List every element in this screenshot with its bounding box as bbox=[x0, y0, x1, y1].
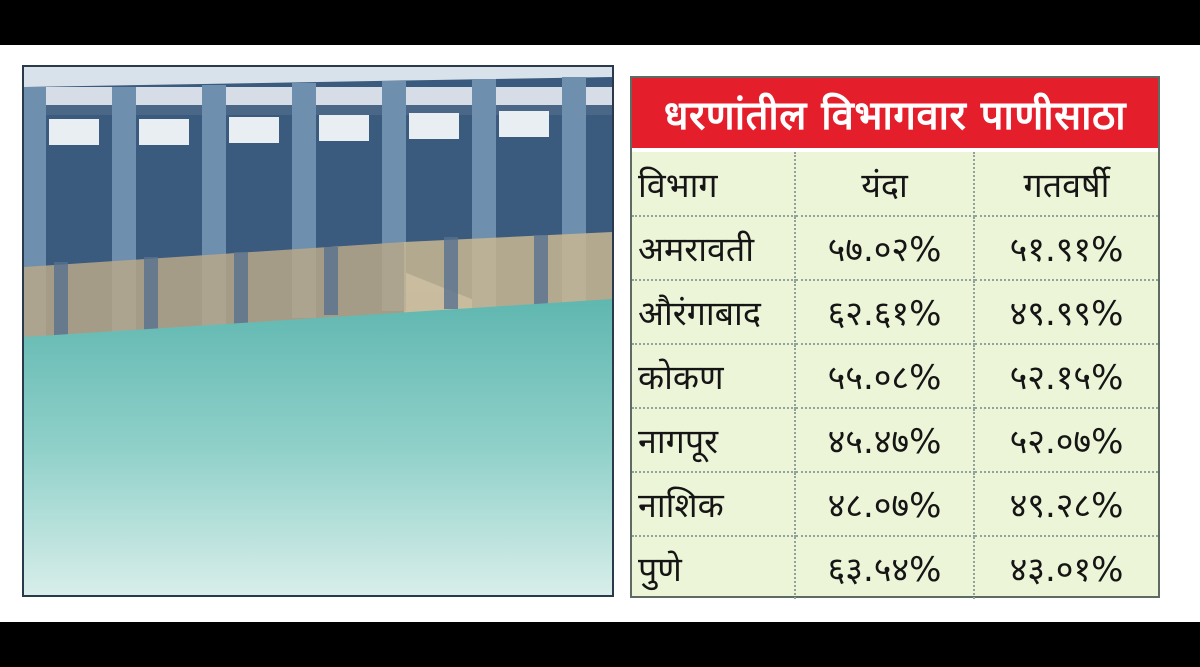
row-division: नागपूर bbox=[632, 408, 796, 473]
table-title: धरणांतील विभागवार पाणीसाठा bbox=[632, 78, 1158, 152]
row-division: पुणे bbox=[632, 536, 796, 599]
header-division: विभाग bbox=[632, 152, 796, 217]
dam-photo bbox=[22, 65, 614, 597]
row-this-year: ४५.४७% bbox=[795, 408, 975, 473]
table-row: पुणे ६३.५४% ४३.०१% bbox=[632, 536, 1158, 599]
header-this-year: यंदा bbox=[795, 152, 975, 217]
table-header-row: विभाग यंदा गतवर्षी bbox=[632, 152, 1158, 217]
row-last-year: ४९.९९% bbox=[974, 280, 1158, 345]
table-row: नागपूर ४५.४७% ५२.०७% bbox=[632, 408, 1158, 473]
water-storage-table-card: धरणांतील विभागवार पाणीसाठा विभाग यंदा गत… bbox=[630, 76, 1160, 599]
row-division: औरंगाबाद bbox=[632, 280, 796, 345]
bottom-black-band bbox=[0, 622, 1200, 667]
row-division: नाशिक bbox=[632, 472, 796, 537]
row-last-year: ५१.९१% bbox=[974, 216, 1158, 281]
row-this-year: ४८.०७% bbox=[795, 472, 975, 537]
row-last-year: ४९.२८% bbox=[974, 472, 1158, 537]
row-last-year: ५२.०७% bbox=[974, 408, 1158, 473]
row-this-year: ६३.५४% bbox=[795, 536, 975, 599]
row-this-year: ५७.०२% bbox=[795, 216, 975, 281]
top-black-band bbox=[0, 0, 1200, 45]
row-last-year: ४३.०१% bbox=[1009, 550, 1124, 590]
table-row: कोकण ५५.०८% ५२.१५% bbox=[632, 344, 1158, 409]
row-division: कोकण bbox=[632, 344, 796, 409]
row-last-year: ५२.१५% bbox=[974, 344, 1158, 409]
table-row: नाशिक ४८.०७% ४९.२८% bbox=[632, 472, 1158, 537]
table-row: अमरावती ५७.०२% ५१.९१% bbox=[632, 216, 1158, 281]
water-storage-table: विभाग यंदा गतवर्षी अमरावती ५७.०२% ५१.९१%… bbox=[632, 152, 1158, 599]
row-this-year: ६२.६१% bbox=[795, 280, 975, 345]
header-last-year: गतवर्षी bbox=[974, 152, 1158, 217]
table-row: औरंगाबाद ६२.६१% ४९.९९% bbox=[632, 280, 1158, 345]
row-this-year: ५५.०८% bbox=[795, 344, 975, 409]
row-division: अमरावती bbox=[632, 216, 796, 281]
